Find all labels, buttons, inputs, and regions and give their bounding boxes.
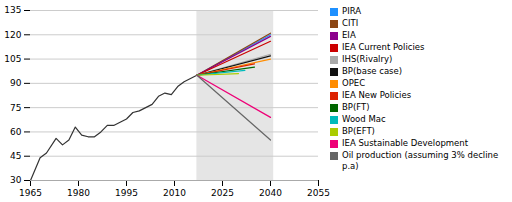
html-text:Oil production (assuming 3% de: Oil production (assuming 3% decline p.a) [342, 150, 499, 171]
svg-text:120: 120 [4, 30, 21, 40]
svg-text:45: 45 [10, 151, 21, 161]
svg-text:2040: 2040 [259, 188, 282, 198]
svg-text:75: 75 [10, 103, 21, 113]
svg-text:90: 90 [10, 78, 22, 88]
svg-text:1995: 1995 [115, 188, 138, 198]
html-text:IEA New Policies: IEA New Policies [342, 90, 412, 100]
svg-text:1980: 1980 [67, 188, 90, 198]
svg-text:135: 135 [4, 5, 21, 15]
html-text:Wood Mac: Wood Mac [342, 114, 386, 124]
html-text:IEA Current Policies: IEA Current Policies [342, 42, 425, 52]
html-text:OPEC: OPEC [342, 78, 366, 88]
svg-text:105: 105 [4, 54, 21, 64]
html-text:IHS(Rivalry): IHS(Rivalry) [342, 54, 393, 64]
html-text:BP(FT): BP(FT) [342, 102, 370, 112]
svg-text:30: 30 [10, 175, 22, 185]
html-text:CITI: CITI [342, 18, 359, 28]
html-text:BP(base case): BP(base case) [342, 66, 403, 76]
html-text:EIA: EIA [342, 30, 356, 40]
svg-text:2055: 2055 [307, 188, 330, 198]
html-text:IEA Sustainable Development: IEA Sustainable Development [342, 138, 468, 148]
svg-text:60: 60 [10, 127, 22, 137]
svg-text:2025: 2025 [211, 188, 234, 198]
svg-text:2010: 2010 [163, 188, 186, 198]
html-text:PIRA: PIRA [342, 6, 361, 16]
html-text:BP(EFT): BP(EFT) [342, 126, 375, 136]
svg-text:1965: 1965 [19, 188, 42, 198]
